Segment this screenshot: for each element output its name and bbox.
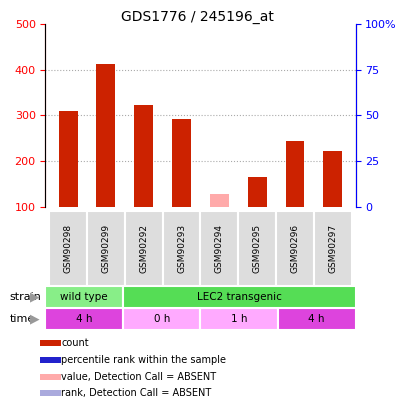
Text: GSM90294: GSM90294 (215, 224, 224, 273)
Text: time: time (10, 314, 35, 324)
Text: 1 h: 1 h (231, 314, 248, 324)
FancyBboxPatch shape (45, 308, 123, 330)
Text: GSM90293: GSM90293 (177, 224, 186, 273)
Text: 0 h: 0 h (154, 314, 170, 324)
FancyBboxPatch shape (40, 340, 61, 346)
FancyBboxPatch shape (123, 286, 356, 308)
FancyBboxPatch shape (40, 357, 61, 363)
Text: GSM90298: GSM90298 (64, 224, 73, 273)
Text: GSM90295: GSM90295 (253, 224, 261, 273)
Bar (172, 119, 191, 207)
Text: 4 h: 4 h (308, 314, 325, 324)
Text: count: count (61, 339, 89, 348)
Bar (96, 64, 115, 207)
Text: ▶: ▶ (30, 290, 40, 303)
Bar (59, 111, 77, 207)
Bar (134, 105, 153, 207)
FancyBboxPatch shape (314, 211, 352, 286)
FancyBboxPatch shape (123, 308, 201, 330)
Bar (248, 177, 267, 207)
Bar (324, 151, 342, 207)
Text: 4 h: 4 h (76, 314, 92, 324)
FancyBboxPatch shape (125, 211, 163, 286)
FancyBboxPatch shape (40, 390, 61, 396)
FancyBboxPatch shape (201, 308, 278, 330)
Text: GSM90296: GSM90296 (290, 224, 299, 273)
Text: strain: strain (10, 292, 42, 302)
FancyBboxPatch shape (45, 286, 123, 308)
Text: percentile rank within the sample: percentile rank within the sample (61, 355, 226, 365)
Bar (286, 141, 305, 207)
Text: ▶: ▶ (30, 312, 40, 326)
Text: GSM90292: GSM90292 (139, 224, 148, 273)
Text: wild type: wild type (60, 292, 108, 302)
Text: GDS1776 / 245196_at: GDS1776 / 245196_at (121, 10, 274, 24)
FancyBboxPatch shape (278, 308, 356, 330)
FancyBboxPatch shape (201, 211, 238, 286)
Text: GSM90297: GSM90297 (328, 224, 337, 273)
Text: GSM90299: GSM90299 (102, 224, 111, 273)
FancyBboxPatch shape (163, 211, 201, 286)
Text: LEC2 transgenic: LEC2 transgenic (197, 292, 282, 302)
FancyBboxPatch shape (49, 211, 87, 286)
FancyBboxPatch shape (276, 211, 314, 286)
FancyBboxPatch shape (238, 211, 276, 286)
FancyBboxPatch shape (40, 374, 61, 380)
Text: value, Detection Call = ABSENT: value, Detection Call = ABSENT (61, 372, 216, 382)
Text: rank, Detection Call = ABSENT: rank, Detection Call = ABSENT (61, 388, 211, 399)
Bar (210, 194, 229, 207)
FancyBboxPatch shape (87, 211, 125, 286)
